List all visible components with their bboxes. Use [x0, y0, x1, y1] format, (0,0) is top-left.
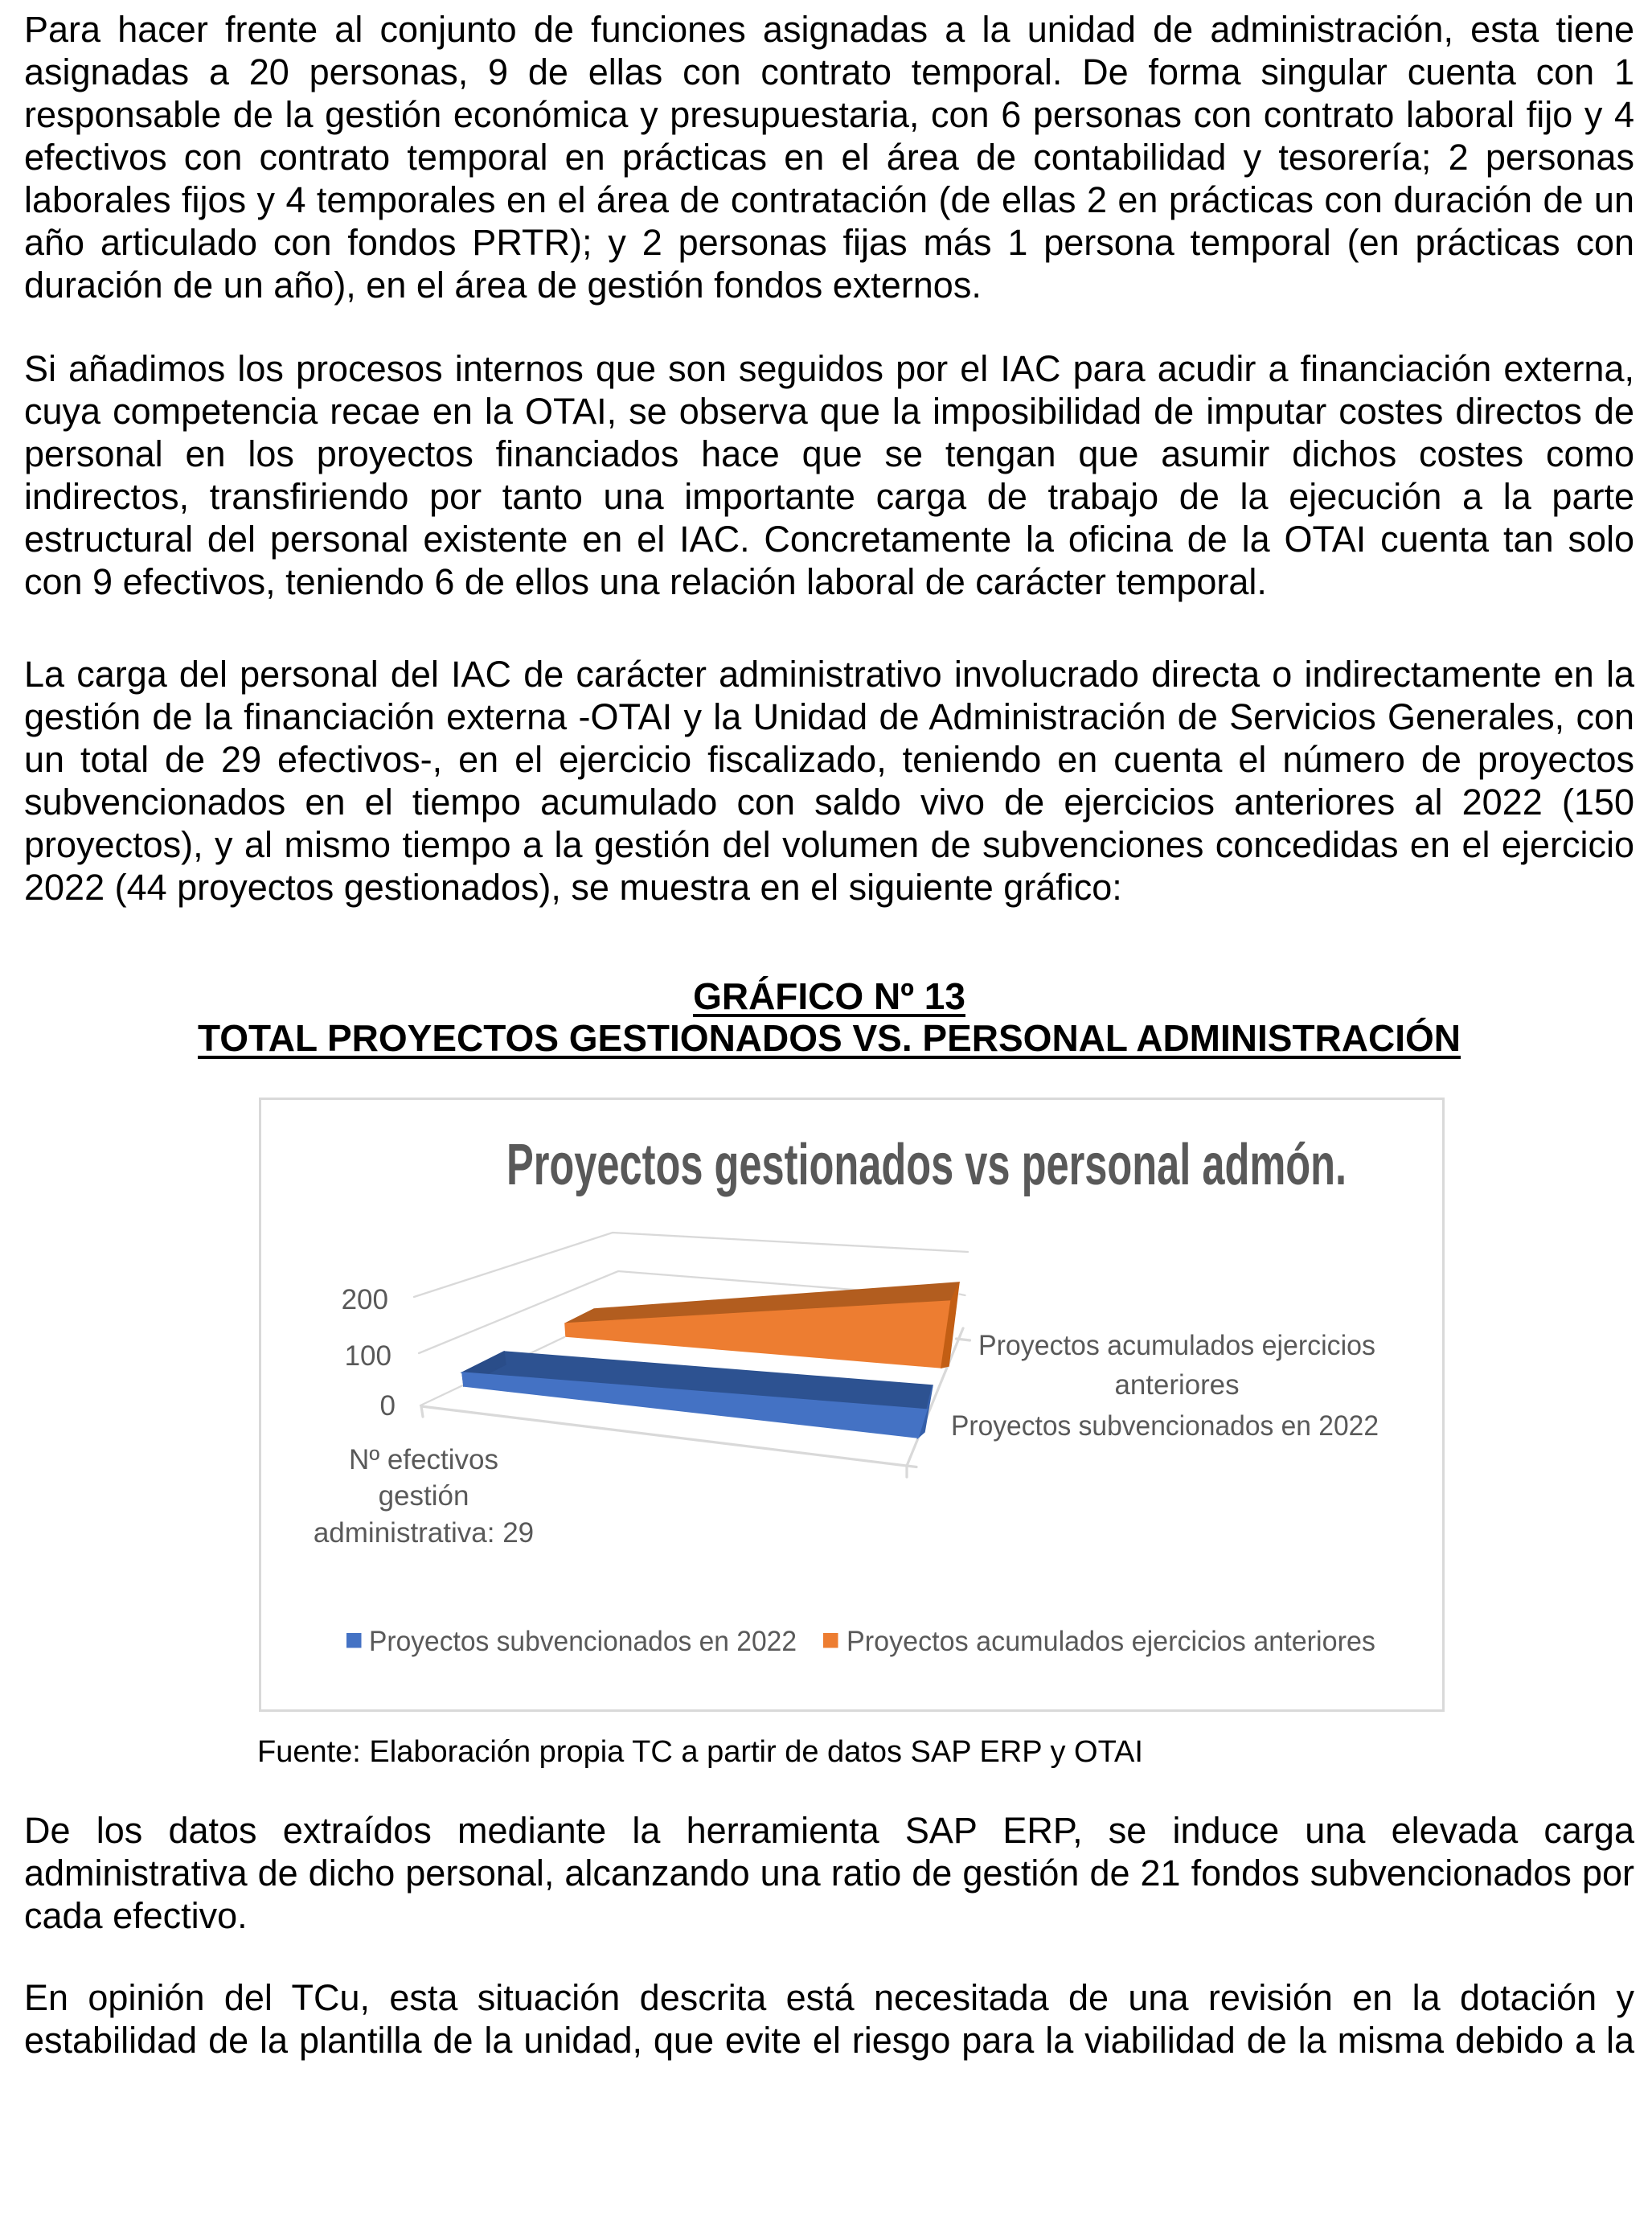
svg-text:Proyectos gestionados vs pers: Proyectos gestionados vs personal admón. [506, 1133, 1347, 1197]
svg-text:Proyectos subvencionados en 20: Proyectos subvencionados en 2022 [951, 1410, 1379, 1442]
svg-text:0: 0 [380, 1390, 396, 1422]
svg-text:200: 200 [342, 1284, 388, 1315]
svg-text:gestión: gestión [379, 1480, 469, 1512]
svg-text:100: 100 [345, 1340, 391, 1372]
svg-text:Proyectos acumulados ejercicio: Proyectos acumulados ejercicios [978, 1330, 1375, 1361]
svg-text:Nº efectivos: Nº efectivos [349, 1444, 498, 1475]
svg-text:Proyectos acumulados ejercicio: Proyectos acumulados ejercicios anterior… [846, 1626, 1375, 1657]
svg-text:administrativa: 29: administrativa: 29 [314, 1517, 534, 1549]
svg-text:Proyectos subvencionados en 20: Proyectos subvencionados en 2022 [369, 1626, 797, 1657]
svg-text:anteriores: anteriores [1115, 1369, 1240, 1401]
